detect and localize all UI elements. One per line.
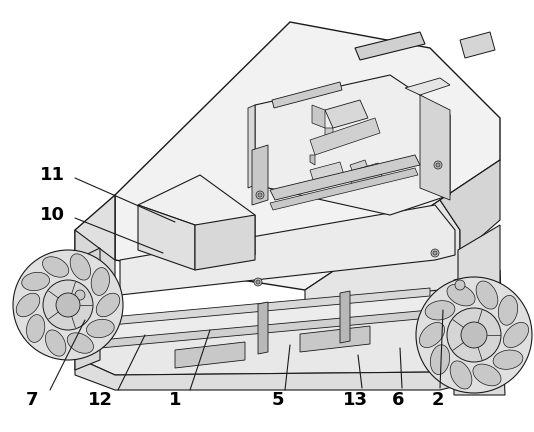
Ellipse shape — [450, 361, 472, 389]
Circle shape — [13, 250, 123, 360]
Circle shape — [434, 161, 442, 169]
Circle shape — [416, 277, 532, 393]
Polygon shape — [270, 168, 418, 210]
Circle shape — [254, 278, 262, 286]
Ellipse shape — [45, 330, 66, 356]
Polygon shape — [100, 310, 430, 348]
Polygon shape — [340, 291, 350, 343]
Circle shape — [75, 290, 85, 300]
Polygon shape — [325, 100, 368, 128]
Polygon shape — [348, 163, 382, 185]
Polygon shape — [355, 32, 425, 60]
Circle shape — [56, 293, 80, 317]
Ellipse shape — [447, 284, 475, 306]
Ellipse shape — [70, 254, 91, 280]
Text: 5: 5 — [272, 391, 284, 409]
Circle shape — [43, 280, 93, 330]
Polygon shape — [75, 248, 100, 370]
Polygon shape — [75, 357, 460, 390]
Polygon shape — [115, 22, 500, 290]
Polygon shape — [255, 75, 450, 215]
Polygon shape — [272, 82, 342, 108]
Text: 13: 13 — [342, 391, 367, 409]
Polygon shape — [325, 128, 333, 148]
Polygon shape — [75, 195, 115, 285]
Polygon shape — [75, 310, 460, 375]
Ellipse shape — [27, 314, 45, 343]
Circle shape — [431, 249, 439, 257]
Text: 10: 10 — [40, 206, 65, 224]
Polygon shape — [420, 95, 450, 200]
Circle shape — [461, 322, 487, 348]
Ellipse shape — [43, 257, 69, 277]
Polygon shape — [195, 215, 255, 270]
Circle shape — [447, 308, 501, 362]
Polygon shape — [310, 162, 344, 183]
Polygon shape — [300, 326, 370, 352]
Text: 11: 11 — [40, 166, 65, 184]
Polygon shape — [310, 118, 380, 155]
Polygon shape — [454, 270, 505, 395]
Polygon shape — [305, 200, 460, 360]
Polygon shape — [312, 105, 325, 128]
Polygon shape — [270, 155, 420, 200]
Polygon shape — [100, 288, 430, 326]
Polygon shape — [405, 78, 450, 95]
Polygon shape — [458, 225, 500, 325]
Polygon shape — [252, 145, 268, 205]
Ellipse shape — [498, 295, 517, 325]
Text: 2: 2 — [432, 391, 444, 409]
Text: 12: 12 — [88, 391, 113, 409]
Ellipse shape — [473, 364, 501, 386]
Ellipse shape — [493, 350, 523, 369]
Polygon shape — [310, 155, 315, 165]
Polygon shape — [440, 160, 500, 255]
Polygon shape — [175, 342, 245, 368]
Polygon shape — [350, 160, 368, 173]
Ellipse shape — [476, 281, 498, 309]
Ellipse shape — [22, 272, 50, 291]
Circle shape — [256, 280, 260, 284]
Ellipse shape — [87, 319, 114, 338]
Circle shape — [433, 251, 437, 255]
Circle shape — [256, 191, 264, 199]
Polygon shape — [138, 205, 195, 270]
Polygon shape — [120, 205, 455, 295]
Ellipse shape — [96, 293, 120, 317]
Ellipse shape — [504, 322, 529, 348]
Polygon shape — [75, 230, 115, 320]
Polygon shape — [138, 175, 255, 255]
Circle shape — [436, 163, 440, 167]
Text: 7: 7 — [26, 391, 38, 409]
Polygon shape — [460, 32, 495, 58]
Ellipse shape — [67, 333, 93, 353]
Text: 1: 1 — [169, 391, 181, 409]
Ellipse shape — [91, 267, 109, 295]
Polygon shape — [75, 285, 460, 345]
Text: 6: 6 — [392, 391, 404, 409]
Circle shape — [455, 280, 465, 290]
Ellipse shape — [419, 322, 444, 348]
Polygon shape — [258, 302, 268, 354]
Ellipse shape — [430, 345, 450, 375]
Circle shape — [258, 193, 262, 197]
Polygon shape — [248, 105, 255, 188]
Ellipse shape — [16, 293, 40, 317]
Ellipse shape — [425, 301, 455, 320]
